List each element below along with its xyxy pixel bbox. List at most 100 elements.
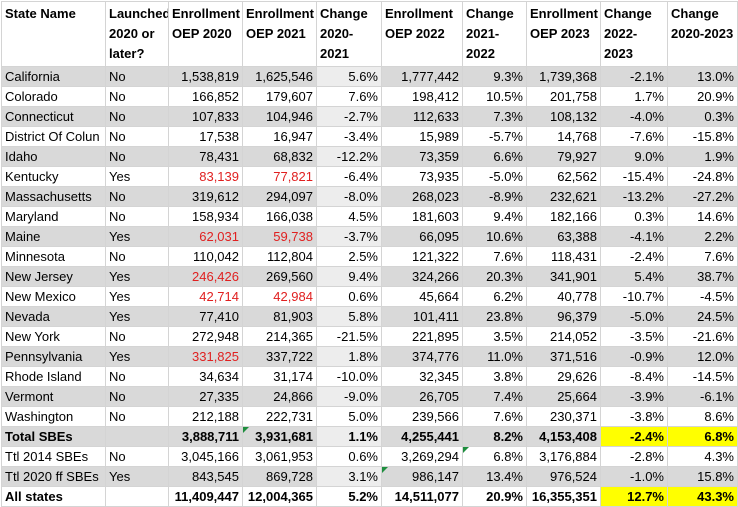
value-cell[interactable]: 9.4%: [462, 206, 527, 227]
value-cell[interactable]: -8.9%: [462, 186, 527, 207]
value-cell[interactable]: 110,042: [168, 246, 243, 267]
value-cell[interactable]: 23.8%: [462, 306, 527, 327]
value-cell[interactable]: 62,031: [168, 226, 243, 247]
state-name-cell[interactable]: New Jersey: [1, 266, 106, 287]
launched-cell[interactable]: Yes: [105, 166, 169, 187]
value-cell[interactable]: 0.6%: [316, 446, 382, 467]
value-cell[interactable]: 374,776: [381, 346, 463, 367]
value-cell[interactable]: -4.5%: [667, 286, 738, 307]
value-cell[interactable]: -13.2%: [600, 186, 668, 207]
value-cell[interactable]: 269,560: [242, 266, 317, 287]
value-cell[interactable]: -10.0%: [316, 366, 382, 387]
launched-cell[interactable]: No: [105, 106, 169, 127]
value-cell[interactable]: 214,052: [526, 326, 601, 347]
value-cell[interactable]: 0.3%: [600, 206, 668, 227]
column-header[interactable]: Enrollment OEP 2021: [242, 1, 317, 67]
value-cell[interactable]: 12.0%: [667, 346, 738, 367]
value-cell[interactable]: 29,626: [526, 366, 601, 387]
state-name-cell[interactable]: Ttl 2014 SBEs: [1, 446, 106, 467]
value-cell[interactable]: -6.4%: [316, 166, 382, 187]
launched-cell[interactable]: No: [105, 246, 169, 267]
value-cell[interactable]: -21.5%: [316, 326, 382, 347]
value-cell[interactable]: 3,269,294: [381, 446, 463, 467]
value-cell[interactable]: 10.6%: [462, 226, 527, 247]
value-cell[interactable]: 230,371: [526, 406, 601, 427]
value-cell[interactable]: 63,388: [526, 226, 601, 247]
value-cell[interactable]: 6.8%: [667, 426, 738, 447]
value-cell[interactable]: 6.2%: [462, 286, 527, 307]
value-cell[interactable]: 26,705: [381, 386, 463, 407]
value-cell[interactable]: 1,777,442: [381, 66, 463, 87]
value-cell[interactable]: 8.2%: [462, 426, 527, 447]
value-cell[interactable]: 14,768: [526, 126, 601, 147]
column-header[interactable]: Enrollment OEP 2022: [381, 1, 463, 67]
column-header[interactable]: Enrollment OEP 2023: [526, 1, 601, 67]
value-cell[interactable]: 1.8%: [316, 346, 382, 367]
value-cell[interactable]: 15.8%: [667, 466, 738, 487]
value-cell[interactable]: 34,634: [168, 366, 243, 387]
value-cell[interactable]: 20.3%: [462, 266, 527, 287]
value-cell[interactable]: -3.4%: [316, 126, 382, 147]
value-cell[interactable]: 13.4%: [462, 466, 527, 487]
value-cell[interactable]: -5.0%: [462, 166, 527, 187]
state-name-cell[interactable]: California: [1, 66, 106, 87]
value-cell[interactable]: 31,174: [242, 366, 317, 387]
launched-cell[interactable]: Yes: [105, 306, 169, 327]
value-cell[interactable]: -3.9%: [600, 386, 668, 407]
value-cell[interactable]: 3,045,166: [168, 446, 243, 467]
value-cell[interactable]: 0.6%: [316, 286, 382, 307]
value-cell[interactable]: 221,895: [381, 326, 463, 347]
value-cell[interactable]: 3,931,681: [242, 426, 317, 447]
value-cell[interactable]: -3.5%: [600, 326, 668, 347]
value-cell[interactable]: 371,516: [526, 346, 601, 367]
value-cell[interactable]: 4.3%: [667, 446, 738, 467]
value-cell[interactable]: 1.7%: [600, 86, 668, 107]
value-cell[interactable]: 986,147: [381, 466, 463, 487]
state-name-cell[interactable]: Maryland: [1, 206, 106, 227]
value-cell[interactable]: -4.0%: [600, 106, 668, 127]
value-cell[interactable]: 1,625,546: [242, 66, 317, 87]
value-cell[interactable]: 112,804: [242, 246, 317, 267]
value-cell[interactable]: 9.4%: [316, 266, 382, 287]
value-cell[interactable]: 1.9%: [667, 146, 738, 167]
value-cell[interactable]: -3.8%: [600, 406, 668, 427]
value-cell[interactable]: -2.4%: [600, 246, 668, 267]
value-cell[interactable]: 27,335: [168, 386, 243, 407]
value-cell[interactable]: 331,825: [168, 346, 243, 367]
value-cell[interactable]: 179,607: [242, 86, 317, 107]
value-cell[interactable]: -27.2%: [667, 186, 738, 207]
value-cell[interactable]: 62,562: [526, 166, 601, 187]
value-cell[interactable]: 20.9%: [667, 86, 738, 107]
value-cell[interactable]: 8.6%: [667, 406, 738, 427]
value-cell[interactable]: 79,927: [526, 146, 601, 167]
value-cell[interactable]: 12,004,365: [242, 486, 317, 507]
launched-cell[interactable]: Yes: [105, 286, 169, 307]
value-cell[interactable]: 4.5%: [316, 206, 382, 227]
state-name-cell[interactable]: Rhode Island: [1, 366, 106, 387]
launched-cell[interactable]: No: [105, 66, 169, 87]
value-cell[interactable]: -12.2%: [316, 146, 382, 167]
value-cell[interactable]: 3.5%: [462, 326, 527, 347]
state-name-cell[interactable]: Idaho: [1, 146, 106, 167]
value-cell[interactable]: 5.4%: [600, 266, 668, 287]
column-header[interactable]: Change 2021-2022: [462, 1, 527, 67]
state-name-cell[interactable]: Colorado: [1, 86, 106, 107]
value-cell[interactable]: -1.0%: [600, 466, 668, 487]
value-cell[interactable]: -21.6%: [667, 326, 738, 347]
value-cell[interactable]: 108,132: [526, 106, 601, 127]
value-cell[interactable]: -2.8%: [600, 446, 668, 467]
value-cell[interactable]: 7.4%: [462, 386, 527, 407]
launched-cell[interactable]: Yes: [105, 346, 169, 367]
value-cell[interactable]: 3,888,711: [168, 426, 243, 447]
value-cell[interactable]: -0.9%: [600, 346, 668, 367]
value-cell[interactable]: 11.0%: [462, 346, 527, 367]
state-name-cell[interactable]: Washington: [1, 406, 106, 427]
value-cell[interactable]: -15.8%: [667, 126, 738, 147]
value-cell[interactable]: -5.0%: [600, 306, 668, 327]
value-cell[interactable]: 104,946: [242, 106, 317, 127]
launched-cell[interactable]: No: [105, 386, 169, 407]
value-cell[interactable]: 268,023: [381, 186, 463, 207]
value-cell[interactable]: 976,524: [526, 466, 601, 487]
value-cell[interactable]: 81,903: [242, 306, 317, 327]
value-cell[interactable]: 45,664: [381, 286, 463, 307]
